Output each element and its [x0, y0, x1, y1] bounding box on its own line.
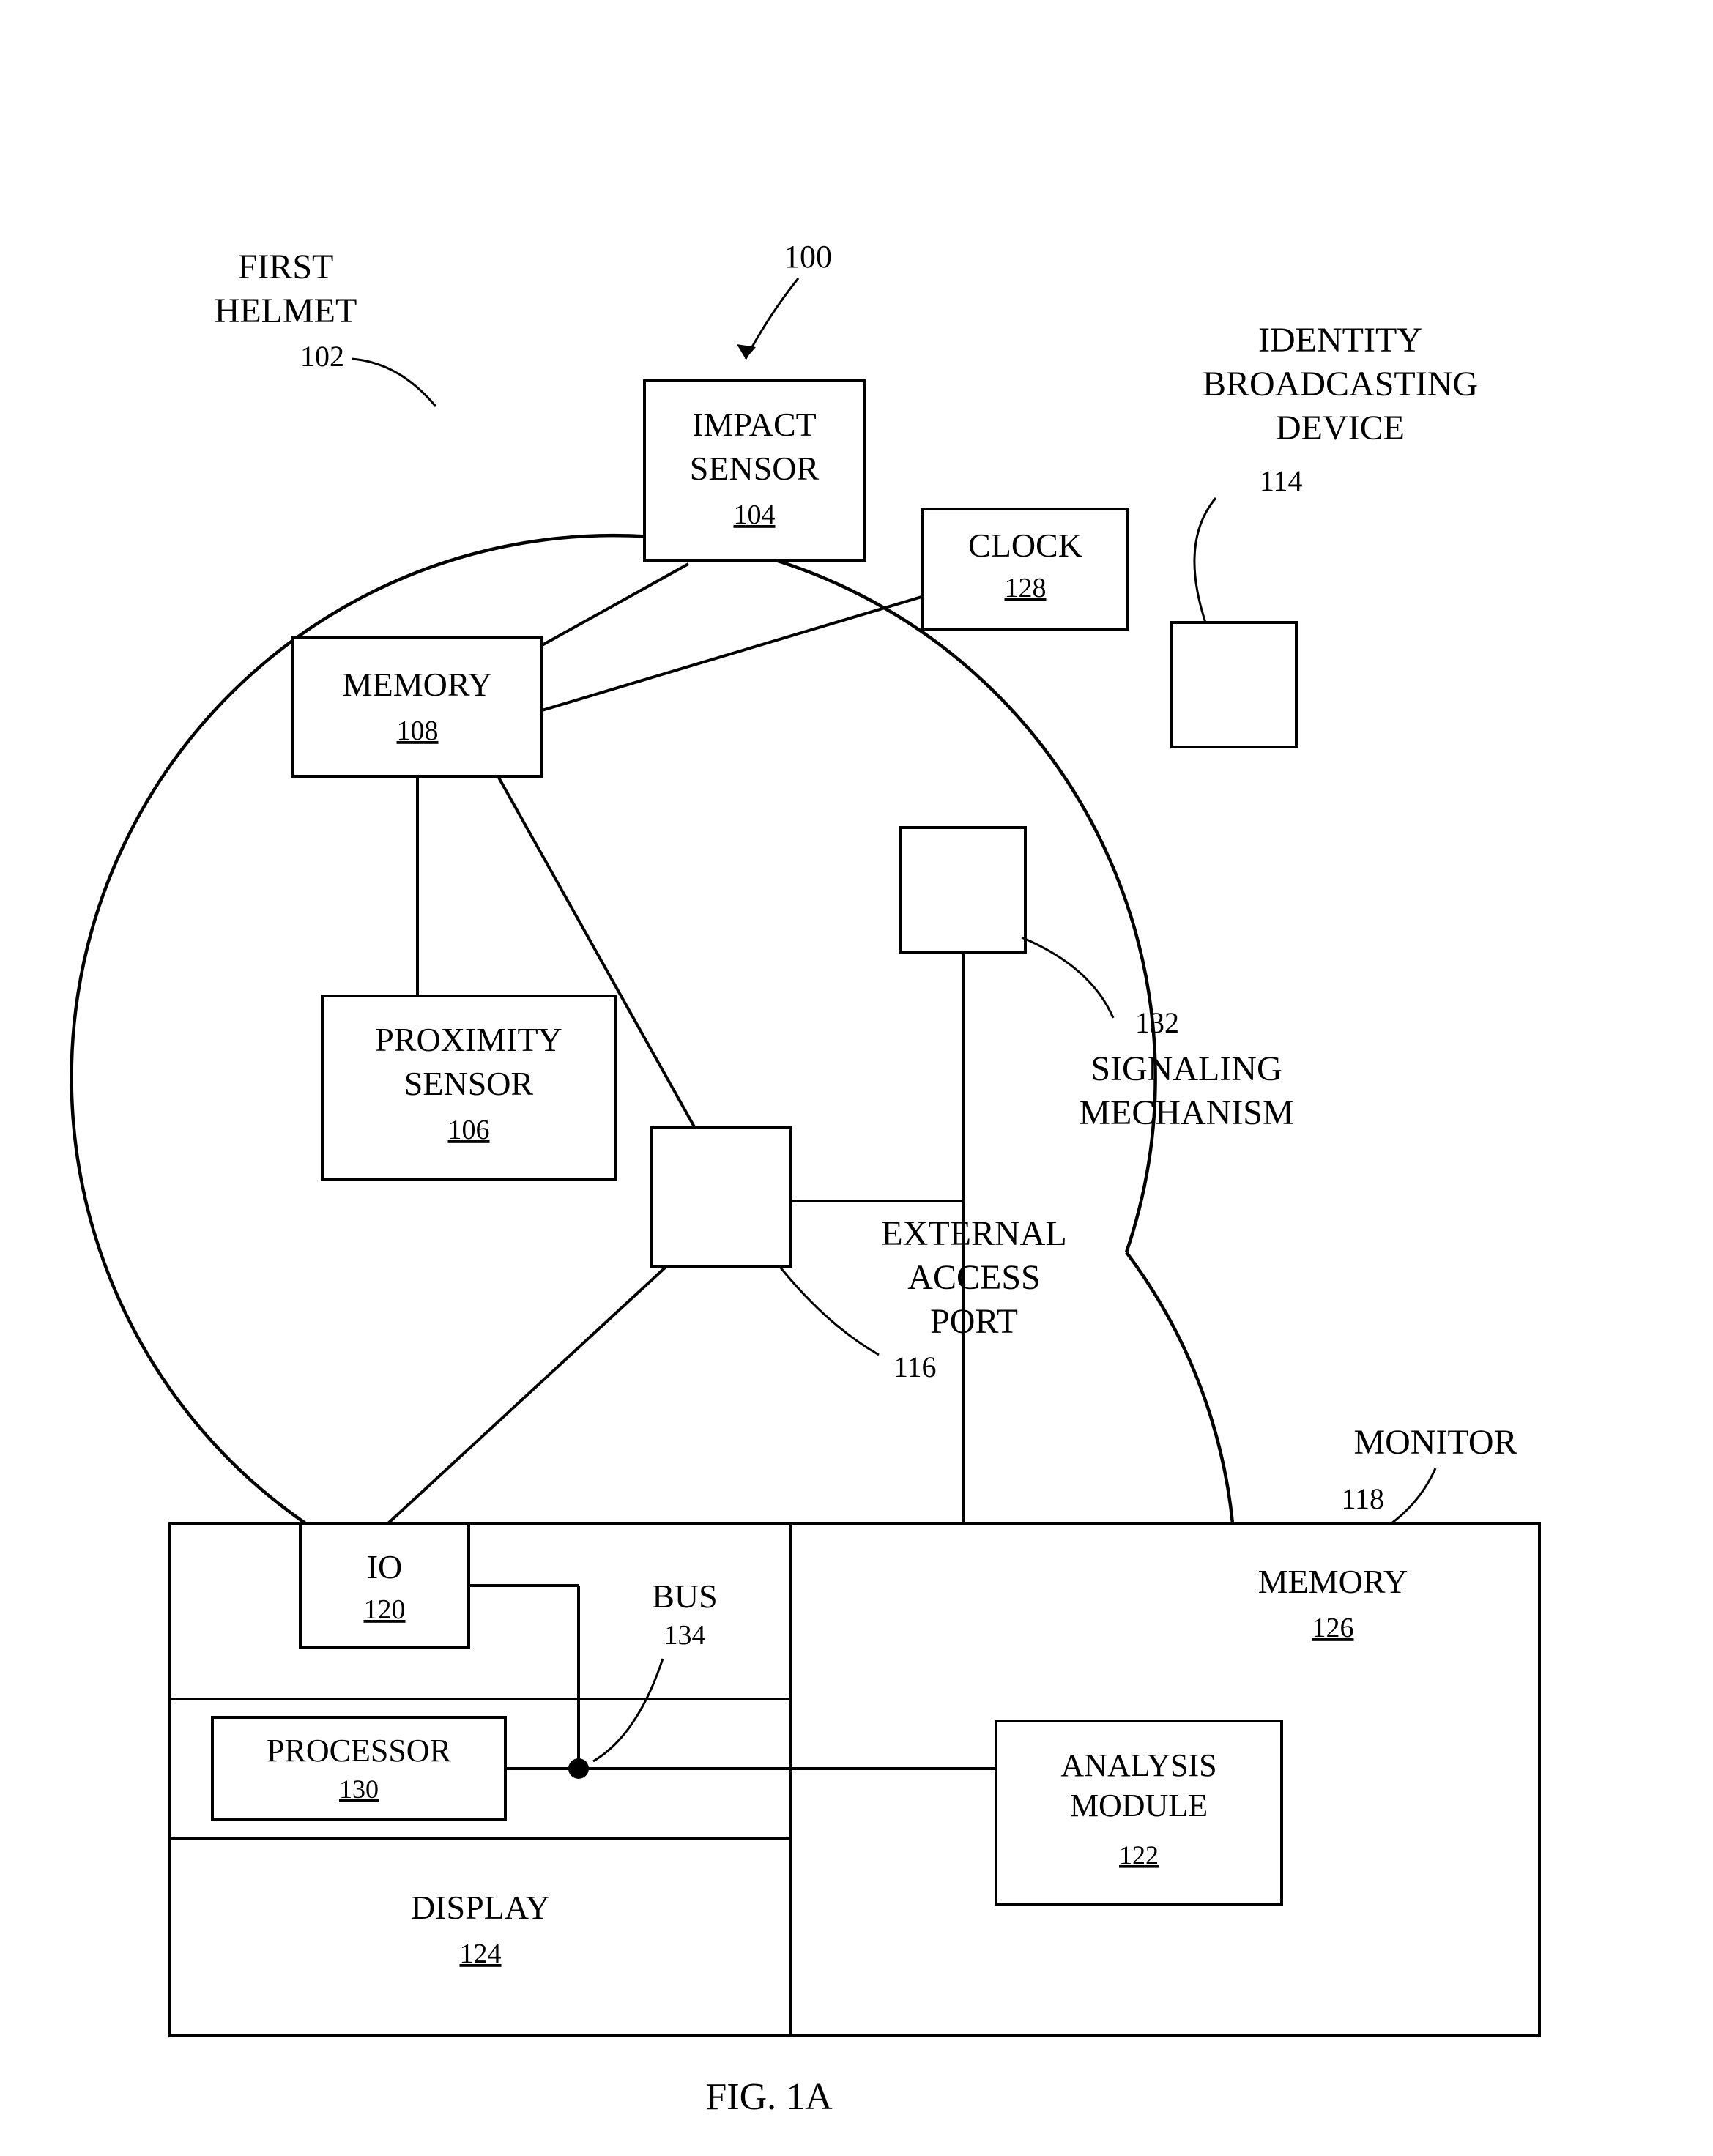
analysis-box: ANALYSIS MODULE 122 [996, 1721, 1282, 1904]
impact-t2: SENSOR [690, 450, 820, 487]
figure-caption: FIG. 1A [705, 2076, 833, 2118]
bus-ref: 134 [664, 1620, 706, 1651]
mem-l-t: MEMORY [1258, 1563, 1408, 1600]
ana-t1: ANALYSIS [1060, 1747, 1216, 1783]
mem-l-ref: 126 [1312, 1613, 1354, 1643]
top-ref-arrow: 100 [737, 239, 832, 359]
ext-t2: ACCESS [907, 1258, 1040, 1297]
identity-box [1172, 622, 1296, 747]
first-helmet-text2: HELMET [215, 291, 357, 330]
impact-ref: 104 [734, 499, 776, 530]
processor-box: PROCESSOR 130 [212, 1717, 505, 1820]
proc-ref: 130 [339, 1774, 379, 1804]
identity-text3: DEVICE [1276, 409, 1405, 447]
clock-ref: 128 [1005, 573, 1047, 603]
mon-t: MONITOR [1353, 1423, 1517, 1462]
identity-ref: 114 [1260, 464, 1303, 497]
identity-text1: IDENTITY [1258, 321, 1422, 360]
disp-t: DISPLAY [411, 1889, 550, 1926]
mem-u-ref: 108 [397, 715, 439, 746]
io-t: IO [367, 1548, 403, 1586]
top-ref-num: 100 [784, 239, 832, 275]
impact-sensor-box: IMPACT SENSOR 104 [644, 381, 864, 560]
io-ref: 120 [364, 1594, 406, 1625]
clock-box: CLOCK 128 [923, 509, 1128, 630]
identity-device-label: IDENTITY BROADCASTING DEVICE 114 [1194, 321, 1478, 622]
bus-t: BUS [652, 1577, 717, 1615]
monitor-label: MONITOR 118 [1341, 1423, 1517, 1523]
ext-ref: 116 [893, 1350, 937, 1383]
prox-t1: PROXIMITY [375, 1021, 562, 1058]
helmet-circle-right [1126, 1252, 1233, 1523]
io-box: IO 120 [300, 1523, 469, 1648]
ext-t1: EXTERNAL [881, 1214, 1066, 1253]
ana-t2: MODULE [1070, 1788, 1208, 1824]
prox-ref: 106 [448, 1115, 490, 1145]
proximity-box: PROXIMITY SENSOR 106 [322, 996, 615, 1179]
first-helmet-ref: 102 [300, 340, 344, 373]
sig-t1: SIGNALING [1090, 1049, 1282, 1088]
external-port-box [652, 1128, 791, 1267]
ana-ref: 122 [1119, 1840, 1159, 1870]
first-helmet-label: FIRST HELMET 102 [215, 248, 436, 406]
identity-text2: BROADCASTING [1203, 365, 1478, 404]
sig-t2: MECHANISM [1079, 1093, 1293, 1132]
impact-t1: IMPACT [692, 406, 817, 443]
sig-ref: 132 [1135, 1006, 1179, 1039]
proc-t: PROCESSOR [267, 1733, 452, 1769]
prox-t2: SENSOR [404, 1065, 534, 1102]
memory-upper-box: MEMORY 108 [293, 637, 542, 776]
clock-t: CLOCK [968, 527, 1082, 564]
disp-ref: 124 [460, 1938, 502, 1969]
mem-u-t: MEMORY [343, 666, 492, 703]
mon-ref: 118 [1341, 1482, 1384, 1515]
ext-t3: PORT [930, 1302, 1018, 1341]
first-helmet-text1: FIRST [238, 248, 334, 286]
figure-1a: 100 FIRST HELMET 102 IDENTITY BROADCASTI… [0, 0, 1713, 2156]
signaling-box [901, 828, 1025, 952]
